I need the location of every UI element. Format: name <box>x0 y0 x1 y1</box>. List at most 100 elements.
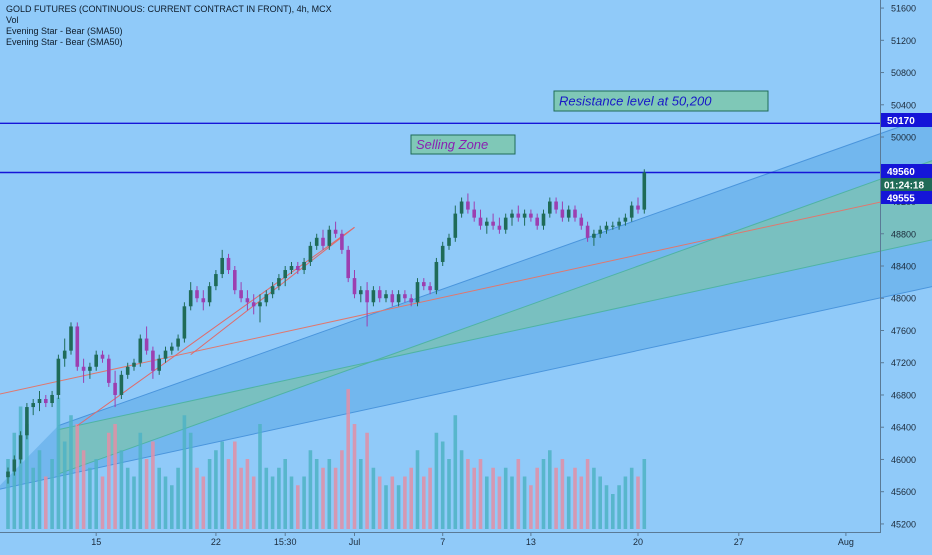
volume-bar <box>478 459 483 529</box>
volume-bar <box>566 476 571 529</box>
candle <box>352 270 357 299</box>
candle <box>245 290 250 311</box>
candle <box>541 209 546 230</box>
candle <box>25 403 29 440</box>
candle <box>132 358 136 371</box>
price-tick-label: 45200 <box>891 519 916 529</box>
candle <box>37 390 42 412</box>
volume-bar <box>214 450 218 529</box>
candle <box>573 205 577 222</box>
candle <box>554 197 558 214</box>
candle <box>333 221 338 238</box>
selling-zone-annotation[interactable]: Selling Zone <box>410 134 516 155</box>
candle <box>176 334 180 351</box>
volume-bar <box>157 467 161 529</box>
candle-body <box>233 270 237 291</box>
candle-body <box>75 326 80 367</box>
volume-bar <box>18 406 23 529</box>
volume-bar <box>125 467 130 529</box>
candle-body <box>258 302 262 307</box>
candle <box>44 394 48 408</box>
candle-body <box>144 338 149 351</box>
volume-bar <box>503 467 508 529</box>
price-tick-label: 46800 <box>891 390 916 400</box>
time-tick-label: 22 <box>211 537 221 547</box>
candle-body <box>629 205 634 218</box>
candle-body <box>308 245 313 262</box>
price-tick-label: 48800 <box>891 229 916 239</box>
resistance-annotation[interactable]: Resistance level at 50,200 <box>553 90 769 112</box>
volume-bar <box>233 441 237 529</box>
candle <box>346 245 350 283</box>
candle <box>377 286 382 303</box>
candle <box>566 205 571 222</box>
volume-bar <box>69 415 73 529</box>
candle <box>233 266 237 295</box>
candle-body <box>37 399 42 404</box>
volume-bar <box>6 459 10 529</box>
candle-body <box>352 278 357 295</box>
candle-body <box>333 229 338 234</box>
candle <box>251 294 256 315</box>
candle <box>529 209 533 222</box>
volume-bar <box>277 467 281 529</box>
volume-bar <box>75 424 80 529</box>
candle <box>623 213 628 226</box>
candle <box>207 282 212 307</box>
candle-body <box>390 294 395 303</box>
candle-body <box>176 338 180 347</box>
candle-body <box>642 172 647 210</box>
candle <box>415 278 420 307</box>
candle-body <box>170 346 174 351</box>
volume-bar <box>598 476 602 529</box>
volume-bar <box>314 459 319 529</box>
candle <box>485 217 489 234</box>
candle-body <box>302 261 306 271</box>
volume-bar <box>485 476 489 529</box>
volume-bar <box>251 476 256 529</box>
volume-bar <box>283 459 287 529</box>
volume-bar <box>636 476 640 529</box>
candle-body <box>201 298 206 303</box>
volume-bar <box>170 485 174 529</box>
volume-bar <box>182 415 187 529</box>
time-axis[interactable]: 15 22 15:30 Jul 7 13 20 27 Aug <box>0 532 881 547</box>
volume-bar <box>12 432 17 529</box>
candle-body <box>428 286 432 291</box>
candles-layer <box>6 169 647 484</box>
candle-body <box>592 233 596 238</box>
candle <box>69 322 73 355</box>
candle-body <box>138 338 143 363</box>
candle <box>434 257 439 295</box>
candle-body <box>453 213 458 238</box>
candle <box>188 282 193 311</box>
candle <box>503 213 508 234</box>
volume-bar <box>604 485 609 529</box>
volume-bar <box>497 476 502 529</box>
legend-indicator-1: Evening Star - Bear (SMA50) <box>6 26 123 36</box>
candle-body <box>459 201 464 214</box>
candle-body <box>440 245 445 262</box>
volume-bar <box>466 459 470 529</box>
volume-bar <box>623 476 628 529</box>
candle <box>314 233 319 250</box>
price-tick-label: 47200 <box>891 358 916 368</box>
channel-lower-inner <box>58 239 932 431</box>
time-tick-label: 13 <box>526 537 536 547</box>
candle <box>94 350 98 371</box>
candle <box>201 290 206 311</box>
volume-bar <box>579 476 584 529</box>
candle-body <box>604 225 609 230</box>
volume-bar <box>94 459 98 529</box>
candle-body <box>6 471 10 478</box>
candle-body <box>409 298 413 303</box>
candle <box>516 205 521 222</box>
candle <box>611 221 615 230</box>
candle-body <box>25 407 29 436</box>
candle-body <box>611 225 615 227</box>
price-tick-label: 50400 <box>891 100 916 110</box>
candle-body <box>478 217 483 226</box>
candle <box>62 338 67 367</box>
